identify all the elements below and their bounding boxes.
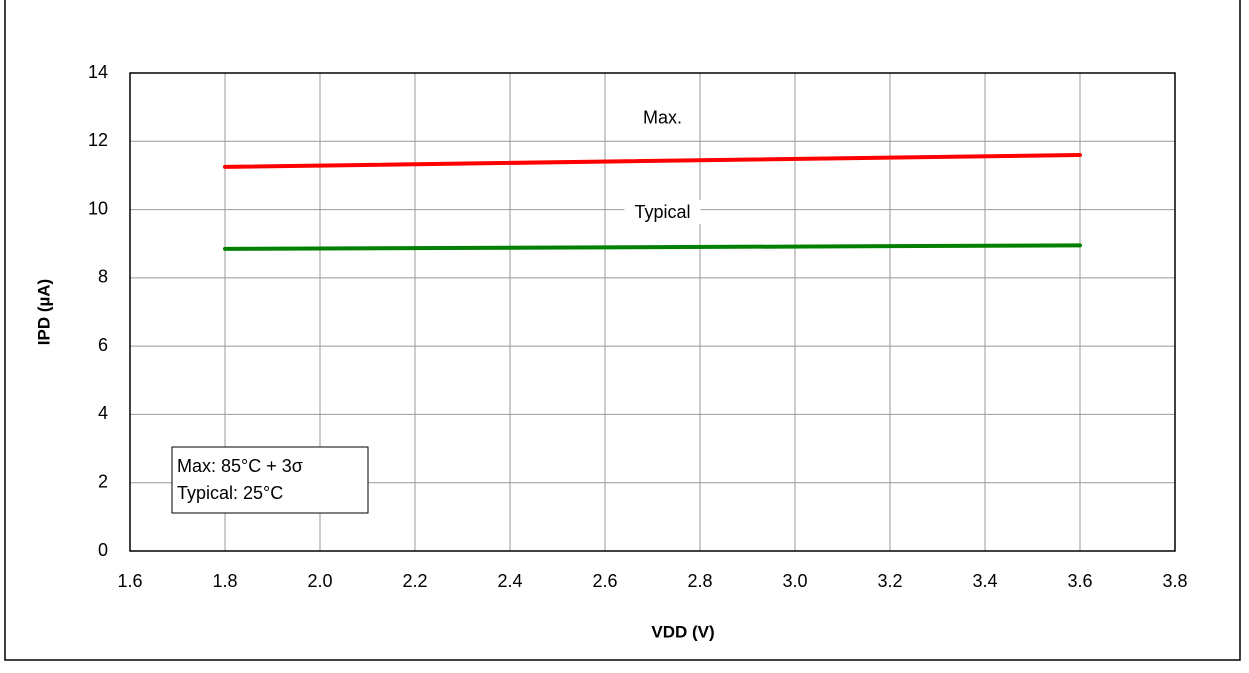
y-tick-label: 6 (98, 335, 108, 355)
note: Max: 85°C + 3σ (177, 456, 303, 476)
x-tick-label: 1.8 (212, 571, 237, 591)
y-axis-label: IPD (µA) (34, 279, 53, 345)
series-line (223, 243, 1082, 251)
x-tick-label: 3.2 (877, 571, 902, 591)
frame (4, 0, 1241, 661)
x-tick-label: 2.4 (497, 571, 522, 591)
x-tick-label: 3.8 (1162, 571, 1187, 591)
x-tick-label: 2.8 (687, 571, 712, 591)
note-box (171, 446, 369, 514)
label-background (632, 105, 693, 130)
x-tick-label: 3.4 (972, 571, 997, 591)
y-tick-label: 14 (88, 62, 108, 82)
plot-area (129, 72, 1176, 552)
x-tick-label: 3.0 (782, 571, 807, 591)
x-tick-label: 2.6 (592, 571, 617, 591)
x-tick-label: 2.0 (307, 571, 332, 591)
y-tick-label: 0 (98, 540, 108, 560)
y-tick-label: 10 (88, 198, 108, 218)
label-background (624, 199, 701, 224)
y-tick-label: 4 (98, 403, 108, 423)
series-label: Typical (634, 202, 690, 222)
x-tick-label: 2.2 (402, 571, 427, 591)
x-tick-label: 3.6 (1067, 571, 1092, 591)
x-axis-label: VDD (V) (651, 622, 714, 641)
series-label: Max. (643, 108, 682, 128)
y-tick-label: 8 (98, 267, 108, 287)
y-tick-label: 12 (88, 130, 108, 150)
note: Typical: 25°C (177, 483, 283, 503)
series-line (223, 152, 1082, 169)
x-tick-label: 1.6 (117, 571, 142, 591)
y-tick-label: 2 (98, 471, 108, 491)
